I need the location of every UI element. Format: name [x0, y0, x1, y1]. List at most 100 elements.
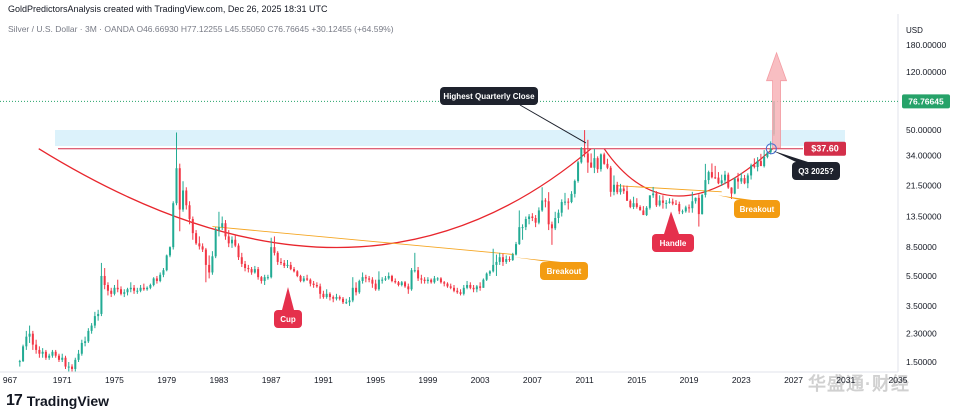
candle-body: [626, 191, 629, 201]
candle-body: [358, 280, 361, 293]
candle-body: [632, 203, 635, 207]
candle-body: [302, 278, 305, 281]
candle-body: [456, 290, 459, 293]
candle-body: [266, 277, 269, 279]
x-tick-label: 1987: [262, 375, 281, 385]
candle-body: [753, 165, 756, 168]
candle-body: [136, 290, 139, 292]
candle-body: [309, 279, 312, 284]
candle-body: [44, 351, 47, 358]
candle-body: [244, 263, 247, 269]
candle-body: [469, 284, 472, 288]
q3-bubble: [792, 162, 840, 180]
candle-body: [139, 287, 142, 291]
x-axis[interactable]: 967 1971 1975 1979 1983 1987 1991 1995 1999 2003 2…: [3, 375, 908, 385]
candle-body: [296, 271, 299, 276]
candle-body: [505, 259, 508, 262]
candle-body: [750, 165, 753, 176]
candle-body: [191, 219, 194, 234]
candle-body: [743, 178, 746, 184]
candle-body: [671, 201, 674, 204]
candle-body: [737, 178, 740, 182]
candle-body: [609, 167, 612, 192]
candle-body: [133, 287, 136, 291]
candle-body: [84, 341, 87, 343]
candle-body: [524, 219, 527, 228]
candle-body: [41, 351, 44, 354]
candle-body: [400, 282, 403, 285]
candle-body: [763, 156, 766, 167]
x-tick-label: 2031: [836, 375, 855, 385]
candle-body: [681, 211, 684, 213]
candle-body: [67, 366, 70, 368]
candle-body: [371, 279, 374, 284]
candle-body: [250, 269, 253, 273]
candle-body: [332, 297, 335, 299]
candle-body: [77, 353, 80, 360]
annotations: $37.60 Highest Quarterly Close Cup Breakout…: [274, 51, 846, 328]
candle-body: [18, 361, 21, 363]
candle-body: [635, 203, 638, 207]
x-tick-label: 2007: [523, 375, 542, 385]
candle-body: [126, 289, 129, 293]
x-tick-label: 2035: [889, 375, 908, 385]
candle-body: [521, 227, 524, 229]
candle-body: [541, 200, 544, 211]
candle-body: [319, 286, 322, 294]
candle-body: [211, 256, 214, 273]
candle-body: [22, 346, 25, 362]
x-tick-label: 2023: [732, 375, 751, 385]
candle-body: [560, 202, 563, 213]
handle-bubble: [652, 234, 694, 252]
candle-body: [475, 286, 478, 290]
candle-body: [28, 333, 31, 337]
candle-body: [325, 293, 328, 298]
y-tick-label: 13.50000: [906, 212, 942, 222]
candle-body: [146, 287, 149, 290]
grid: [0, 14, 899, 373]
candle-body: [691, 201, 694, 209]
candle-body: [410, 270, 413, 290]
candle-body: [221, 223, 224, 228]
candle-body: [279, 261, 282, 263]
x-tick-label: 1979: [157, 375, 176, 385]
candle-body: [387, 275, 390, 279]
candle-body: [420, 278, 423, 280]
candle-body: [766, 152, 769, 157]
footer-brand[interactable]: 17 TradingView: [6, 390, 109, 412]
candle-body: [756, 161, 759, 168]
candle-body: [172, 203, 175, 248]
candle-body: [759, 161, 762, 167]
candle-body: [25, 336, 28, 347]
candle-body: [466, 284, 469, 288]
handle-label: Handle: [660, 239, 687, 248]
candle-body: [655, 193, 658, 206]
candle-body: [740, 178, 743, 182]
y-axis[interactable]: 180.00000 120.00000 50.00000 34.00000 21.500…: [902, 40, 950, 367]
currency-label[interactable]: USD: [906, 26, 923, 35]
candle-body: [462, 287, 465, 294]
candle-body: [312, 283, 315, 285]
candle-body: [57, 355, 60, 360]
candle-body: [341, 298, 345, 303]
candle-body: [439, 278, 442, 283]
candle-body: [247, 268, 250, 270]
candle-body: [678, 204, 681, 212]
handle-pointer-icon: [664, 211, 679, 234]
candle-body: [472, 287, 475, 290]
candle-body: [364, 277, 367, 279]
candle-body: [103, 275, 106, 285]
candle-body: [723, 174, 726, 181]
candle-body: [639, 206, 642, 211]
candle-body: [214, 230, 217, 257]
candle-body: [263, 277, 266, 281]
candle-body: [100, 275, 103, 314]
candle-body: [299, 275, 302, 281]
candle-body: [345, 302, 348, 304]
candle-body: [204, 249, 207, 265]
candle-body: [97, 313, 100, 317]
y-tick-label: 34.00000: [906, 150, 942, 160]
candle-body: [276, 252, 279, 262]
candle-body: [727, 174, 730, 188]
